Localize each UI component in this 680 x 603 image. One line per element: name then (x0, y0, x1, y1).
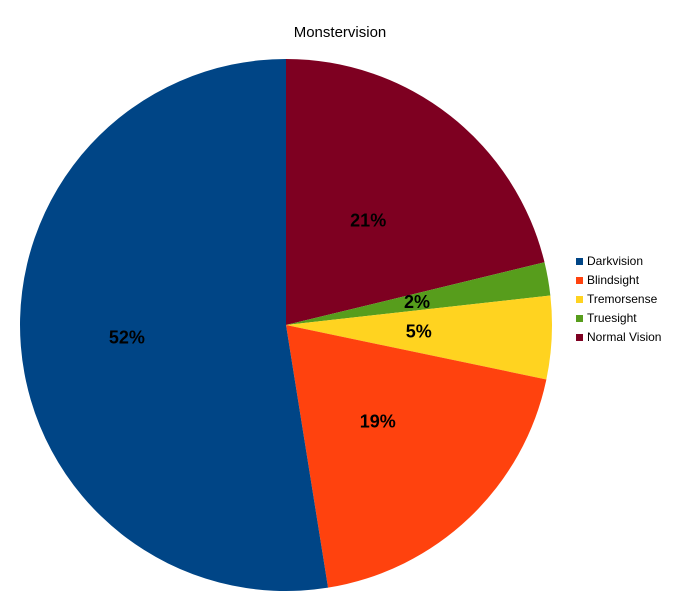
pie-slice-tremorsense (286, 295, 552, 380)
legend: Darkvision Blindsight Tremorsense Truesight… (576, 254, 661, 344)
pie-slice-truesight (286, 262, 551, 325)
data-label-tremorsense: 5% (406, 321, 432, 341)
pie-slice-blindsight (286, 325, 547, 588)
pie-slice-darkvision (20, 59, 329, 591)
legend-label-normal-vision: Normal Vision (587, 330, 661, 344)
data-label-normal-vision: 21% (350, 211, 386, 231)
data-labels: 21% 2% 5% 19% 52% (109, 211, 432, 432)
legend-label-truesight: Truesight (587, 311, 637, 325)
legend-swatch-normal-vision (576, 334, 583, 341)
legend-swatch-tremorsense (576, 296, 583, 303)
legend-label-blindsight: Blindsight (587, 273, 640, 287)
legend-label-tremorsense: Tremorsense (587, 292, 658, 306)
data-label-blindsight: 19% (360, 411, 396, 431)
legend-swatch-blindsight (576, 277, 583, 284)
legend-swatch-truesight (576, 315, 583, 322)
pie-slices (20, 59, 552, 591)
legend-swatch-darkvision (576, 258, 583, 265)
pie-slice-normal-vision (286, 59, 545, 325)
chart-title: Monstervision (294, 24, 387, 41)
data-label-truesight: 2% (404, 292, 430, 312)
data-label-darkvision: 52% (109, 328, 145, 348)
legend-label-darkvision: Darkvision (587, 254, 643, 268)
